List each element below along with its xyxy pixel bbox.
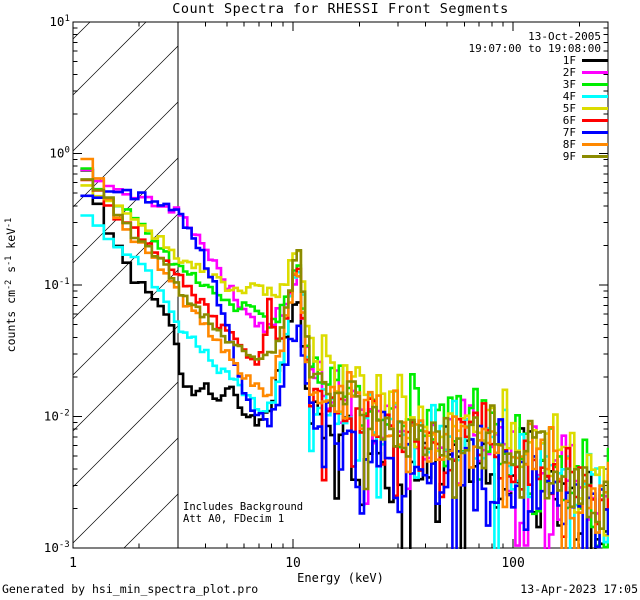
legend-entry-label: 4F bbox=[562, 90, 576, 104]
legend-entry: 1F bbox=[469, 54, 608, 68]
legend-entry: 4F bbox=[469, 90, 608, 104]
legend-color-swatch bbox=[582, 59, 608, 63]
page-title: Count Spectra for RHESSI Front Segments bbox=[172, 1, 509, 17]
x-tick-label: 100 bbox=[501, 556, 524, 571]
legend-entry: 7F bbox=[469, 125, 608, 139]
legend-entry: 8F bbox=[469, 137, 608, 151]
annotation-includes-background: Includes Background bbox=[183, 501, 304, 513]
y-tick-label: 101 bbox=[49, 14, 69, 29]
footer-generator-text: Generated by hsi_min_spectra_plot.pro bbox=[2, 582, 259, 596]
footer-render-timestamp: 13-Apr-2023 17:05 bbox=[520, 582, 638, 596]
x-tick-label: 1 bbox=[69, 556, 77, 571]
legend-entry-label: 3F bbox=[562, 78, 576, 92]
legend-date: 13-Oct-2005 bbox=[528, 30, 601, 43]
legend-color-swatch bbox=[582, 83, 608, 87]
legend-color-swatch bbox=[582, 142, 608, 146]
legend-color-swatch bbox=[582, 107, 608, 110]
spectra-curves bbox=[80, 157, 609, 549]
legend-entry: 3F bbox=[469, 78, 608, 92]
x-tick-label: 10 bbox=[285, 556, 301, 571]
annotation-attenuator-state: Att A0, FDecim 1 bbox=[183, 513, 285, 525]
legend-entry-label: 5F bbox=[562, 102, 576, 116]
legend-color-swatch bbox=[582, 130, 608, 134]
legend-entry-label: 1F bbox=[562, 54, 576, 68]
y-tick-label: 10-2 bbox=[44, 409, 70, 424]
legend-color-swatch bbox=[582, 95, 608, 99]
legend-entry: 5F bbox=[469, 102, 608, 116]
legend-entry-label: 7F bbox=[562, 125, 576, 139]
y-axis-label: counts cm-2​ s-1​ keV-1​ bbox=[4, 218, 18, 353]
spectrum-curve-9F bbox=[80, 178, 609, 531]
legend-entry-label: 6F bbox=[562, 113, 576, 127]
legend-color-swatch bbox=[582, 71, 608, 75]
legend-entry: 2F bbox=[469, 66, 608, 80]
legend-entry: 9F bbox=[469, 149, 608, 163]
hatched-attenuation-region bbox=[73, 22, 178, 548]
legend-color-swatch bbox=[582, 154, 608, 158]
legend: 13-Oct-2005 19:07:00 to 19:08:00 1F 2F 3F 4… bbox=[468, 30, 608, 163]
legend-entry-label: 9F bbox=[562, 149, 576, 163]
spectrum-curve-6F bbox=[80, 178, 609, 539]
legend-entry-label: 2F bbox=[562, 66, 576, 80]
y-tick-label: 100 bbox=[49, 146, 69, 161]
y-tick-label: 10-1 bbox=[44, 277, 70, 292]
legend-color-swatch bbox=[582, 118, 608, 122]
legend-time-range: 19:07:00 to 19:08:00 bbox=[468, 42, 601, 55]
legend-entries: 1F 2F 3F 4F 5F 6F 7F 8F 9F bbox=[469, 54, 608, 163]
y-tick-label: 10-3 bbox=[44, 540, 70, 555]
x-axis-label: Energy (keV) bbox=[297, 571, 384, 585]
legend-entry: 6F bbox=[469, 113, 608, 127]
legend-entry-label: 8F bbox=[562, 137, 576, 151]
